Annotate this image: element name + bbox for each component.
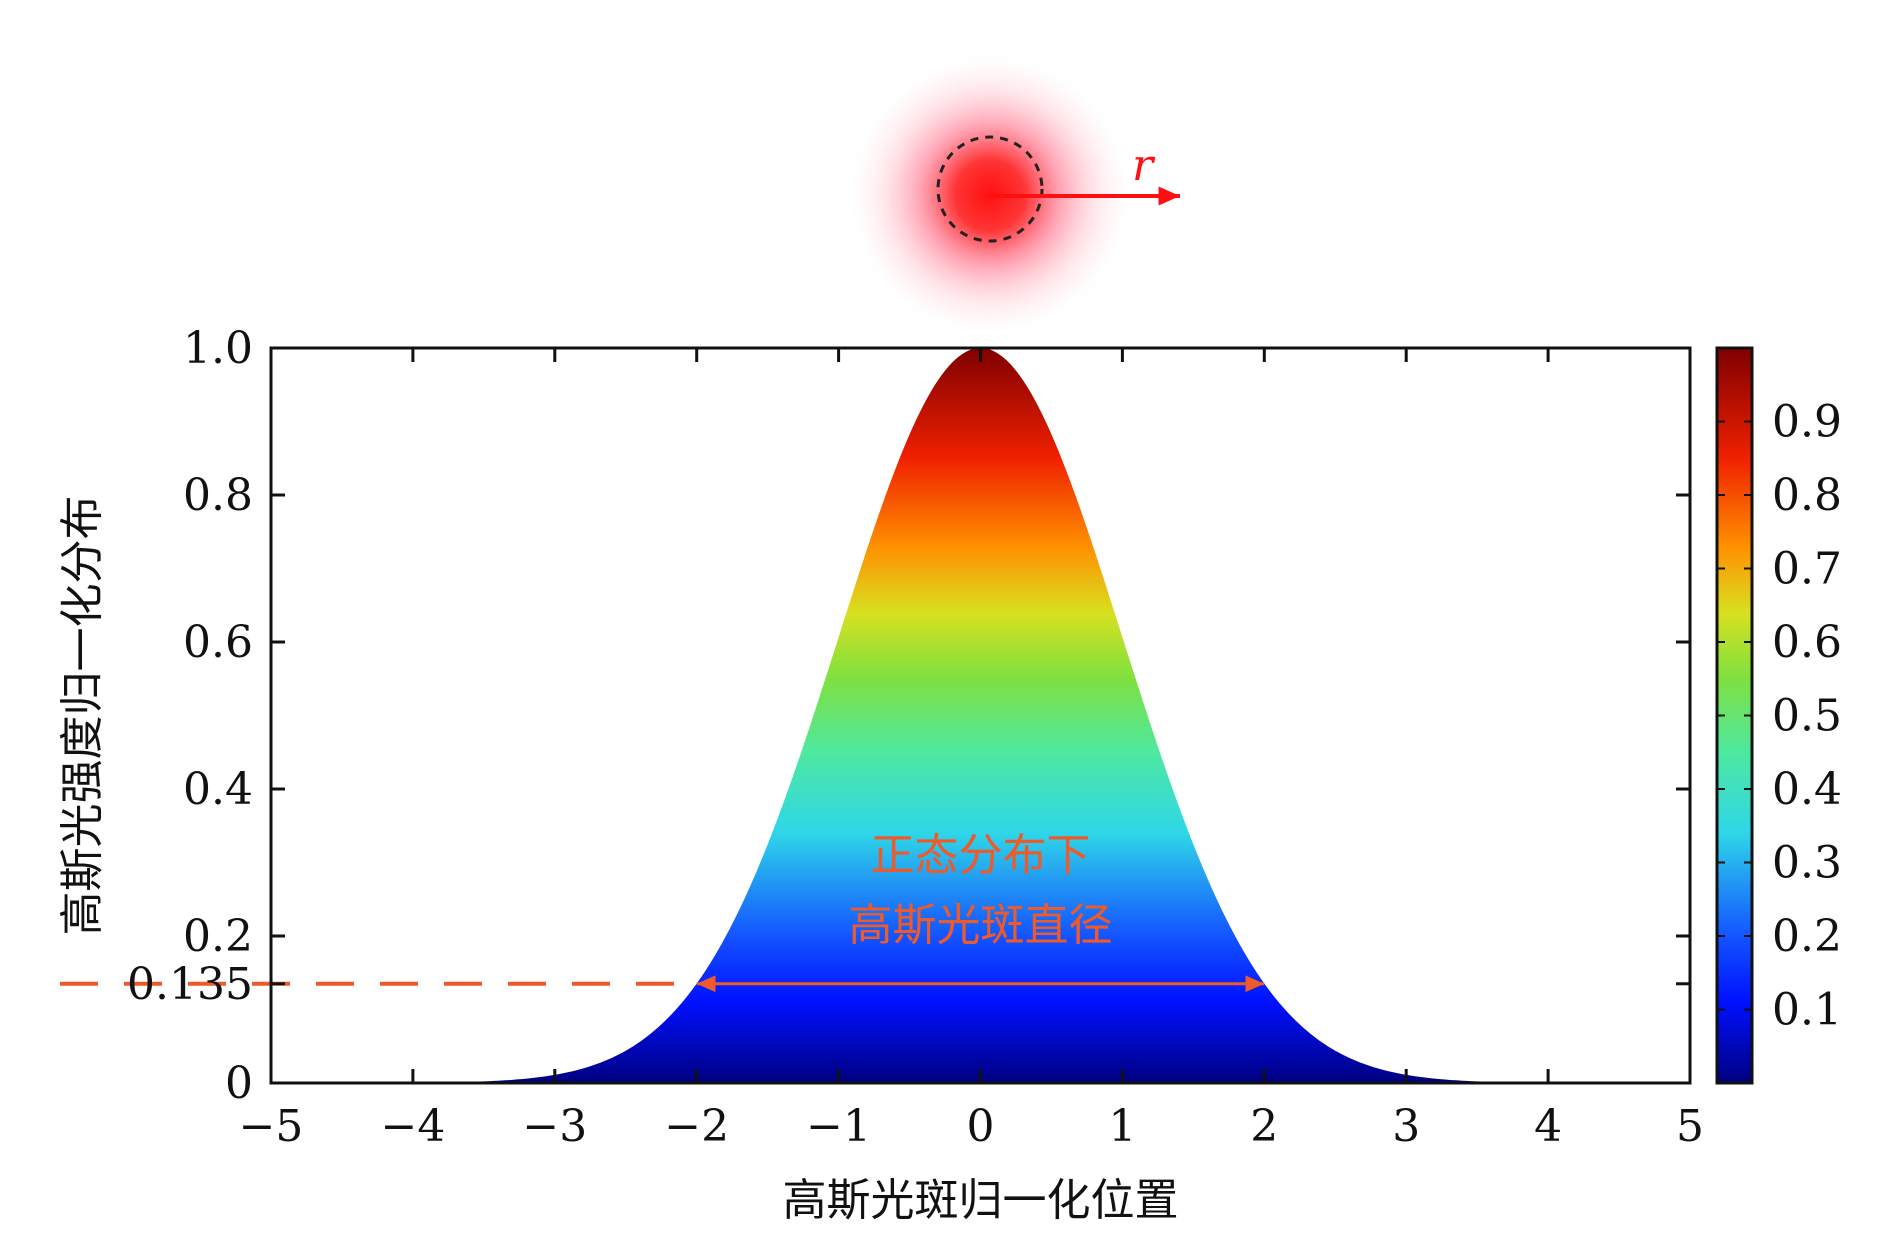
x-tick-label: −1 <box>806 1101 871 1152</box>
x-tick-label: 2 <box>1250 1101 1278 1152</box>
colorbar-tick-label: 0.6 <box>1772 617 1842 668</box>
y-tick-label: 0 <box>225 1058 253 1109</box>
x-tick-label: −4 <box>380 1101 445 1152</box>
x-tick-label: 0 <box>967 1101 995 1152</box>
x-axis-title: 高斯光斑归一化位置 <box>783 1175 1179 1226</box>
y-tick-label: 0.8 <box>183 470 253 521</box>
x-tick-label: −3 <box>522 1101 587 1152</box>
y-tick-label: 0.4 <box>183 764 253 815</box>
plot-area: 正态分布下 高斯光斑直径 −5 −4 −3 −2 −1 0 1 2 3 4 5 00.1350.20… <box>60 323 1704 1152</box>
x-tick-label: 4 <box>1534 1101 1562 1152</box>
y-tick-label: 0.2 <box>183 911 253 962</box>
colorbar: 0.1 0.2 0.3 0.4 0.5 0.6 0.7 0.8 0.9 <box>1715 346 1842 1085</box>
colorbar-ticks: 0.1 0.2 0.3 0.4 0.5 0.6 0.7 0.8 0.9 <box>1717 397 1842 1036</box>
colorbar-tick-label: 0.9 <box>1772 397 1842 448</box>
x-axis: −5 −4 −3 −2 −1 0 1 2 3 4 5 <box>239 348 1704 1152</box>
x-tick-label: −2 <box>664 1101 729 1152</box>
y-tick-label: 0.135 <box>127 959 253 1010</box>
colorbar-tick-label: 0.2 <box>1772 911 1842 962</box>
gaussian-fill <box>271 348 1690 1083</box>
x-tick-label: 3 <box>1392 1101 1420 1152</box>
colorbar-tick-label: 0.1 <box>1772 985 1842 1036</box>
colorbar-tick-label: 0.8 <box>1772 470 1842 521</box>
x-tick-label: −5 <box>239 1101 304 1152</box>
annotation-line-2: 高斯光斑直径 <box>849 900 1113 951</box>
colorbar-tick-label: 0.5 <box>1772 691 1842 742</box>
x-tick-label: 5 <box>1676 1101 1704 1152</box>
colorbar-tick-label: 0.7 <box>1772 544 1842 595</box>
y-axis-title: 高斯光强度归一化分布 <box>57 496 108 936</box>
beam-spot: r <box>850 55 1180 335</box>
colorbar-tick-label: 0.4 <box>1772 764 1842 815</box>
y-tick-label: 1.0 <box>183 323 253 374</box>
radius-label: r <box>1132 140 1156 191</box>
colorbar-tick-label: 0.3 <box>1772 838 1842 889</box>
y-tick-label: 0.6 <box>183 617 253 668</box>
x-tick-label: 1 <box>1108 1101 1136 1152</box>
annotation-line-1: 正态分布下 <box>871 830 1091 881</box>
beam-spot-dashed-circle <box>936 135 1044 243</box>
